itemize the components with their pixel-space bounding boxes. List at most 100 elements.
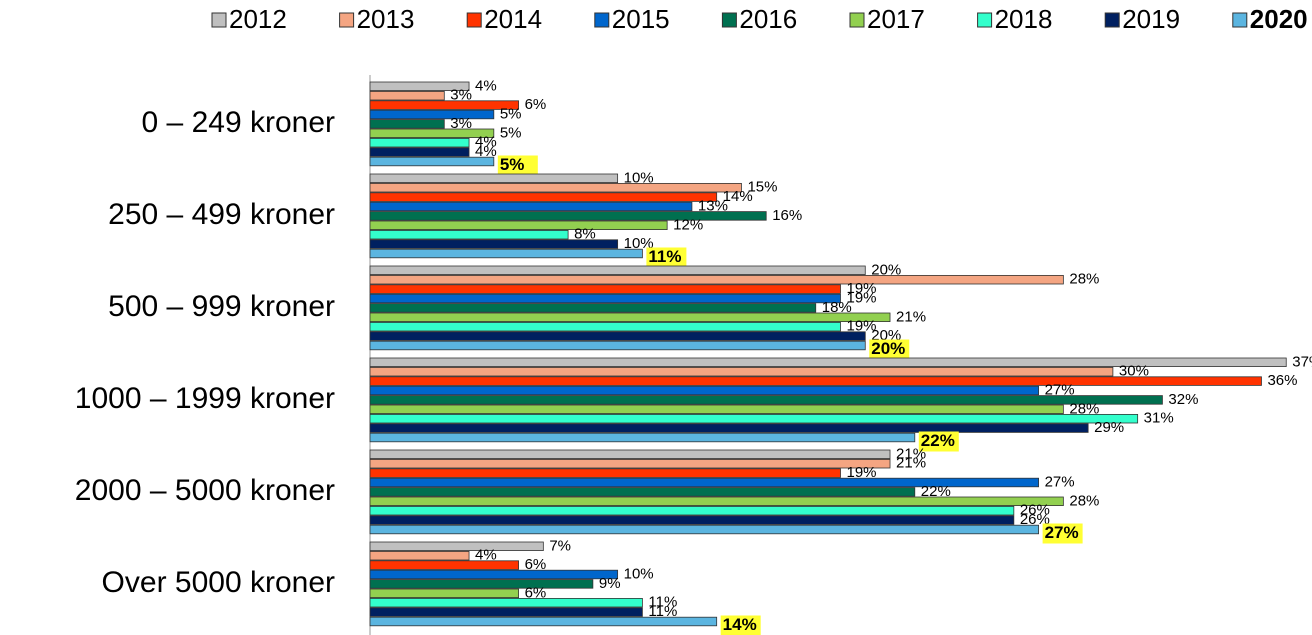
data-label: 10% xyxy=(624,565,654,582)
bar xyxy=(369,423,1089,433)
data-label: 27% xyxy=(1045,381,1075,398)
bar xyxy=(369,229,569,240)
data-label: 14% xyxy=(723,188,753,205)
bar xyxy=(369,524,1040,535)
bar xyxy=(369,560,519,570)
data-label: 22% xyxy=(921,483,951,500)
data-label: 9% xyxy=(599,575,621,592)
bar xyxy=(369,284,841,294)
legend-swatch xyxy=(339,12,355,28)
bar xyxy=(369,468,841,478)
data-label: 27% xyxy=(1045,473,1075,490)
legend-swatch xyxy=(721,12,737,28)
data-label: 32% xyxy=(1168,391,1198,408)
legend-swatch xyxy=(1104,12,1120,28)
bar xyxy=(369,173,619,184)
legend-label: 2016 xyxy=(739,4,797,34)
data-label: 11% xyxy=(648,247,681,266)
data-label: 4% xyxy=(475,143,497,160)
data-label: 18% xyxy=(822,299,852,316)
bar xyxy=(369,321,841,332)
bar xyxy=(369,100,519,110)
bar xyxy=(369,156,495,167)
data-label: 20% xyxy=(871,261,901,278)
data-label: 5% xyxy=(500,124,522,141)
data-label: 26% xyxy=(1020,511,1050,528)
data-label: 21% xyxy=(896,308,926,325)
category-label: Over 5000 kroner xyxy=(102,566,335,599)
bar xyxy=(369,274,1064,285)
bar xyxy=(369,404,1064,415)
data-label: 28% xyxy=(1069,271,1099,288)
label-highlight xyxy=(1042,523,1083,544)
bar xyxy=(369,366,1114,377)
legend-swatch xyxy=(594,12,610,28)
bar xyxy=(369,616,718,627)
bar xyxy=(369,192,718,202)
bar xyxy=(369,579,594,589)
legend-swatch xyxy=(977,12,993,28)
data-label: 21% xyxy=(896,455,926,472)
data-label: 20% xyxy=(871,339,905,358)
data-label: 10% xyxy=(624,169,654,186)
data-label: 4% xyxy=(475,77,497,94)
bar xyxy=(369,182,742,193)
legend-label: 2019 xyxy=(1122,4,1180,34)
bar xyxy=(369,607,643,617)
bar xyxy=(369,376,1262,386)
data-label: 19% xyxy=(847,289,877,306)
data-label: 6% xyxy=(525,556,547,573)
category-label: 250 – 499 kroner xyxy=(108,198,335,231)
data-label: 15% xyxy=(747,179,777,196)
data-label: 19% xyxy=(847,318,877,335)
data-label: 6% xyxy=(525,584,547,601)
label-highlight xyxy=(646,247,687,268)
data-label: 19% xyxy=(847,280,877,297)
data-label: 26% xyxy=(1020,502,1050,519)
legend-label: 2013 xyxy=(357,4,415,34)
data-label: 5% xyxy=(500,155,525,174)
bar xyxy=(369,340,866,351)
bar xyxy=(369,211,767,221)
bar xyxy=(369,432,916,443)
data-label: 21% xyxy=(896,445,926,462)
legend-swatch xyxy=(211,12,227,28)
bar xyxy=(369,458,891,469)
bar xyxy=(369,137,470,148)
category-label: 1000 – 1999 kroner xyxy=(75,382,335,415)
label-highlight xyxy=(869,339,910,360)
data-label: 30% xyxy=(1119,363,1149,380)
legend-label: 2015 xyxy=(612,4,670,34)
bar xyxy=(369,477,1040,488)
legend-label: 2020 xyxy=(1250,4,1308,34)
data-label: 13% xyxy=(698,197,728,214)
data-label: 5% xyxy=(500,105,522,122)
data-label: 4% xyxy=(475,134,497,151)
data-label: 19% xyxy=(847,464,877,481)
label-highlight xyxy=(720,615,761,635)
data-label: 37% xyxy=(1292,353,1312,370)
data-label: 29% xyxy=(1094,419,1124,436)
data-label: 12% xyxy=(673,216,703,233)
bar xyxy=(369,588,519,599)
legend-label: 2017 xyxy=(867,4,925,34)
bar xyxy=(369,449,891,460)
bar xyxy=(369,385,1040,396)
category-label: 2000 – 5000 kroner xyxy=(75,474,335,507)
label-highlight xyxy=(918,431,959,452)
category-label: 500 – 999 kroner xyxy=(108,290,335,323)
bar xyxy=(369,331,866,341)
bar xyxy=(369,128,495,139)
legend-label: 2012 xyxy=(229,4,287,34)
data-label: 28% xyxy=(1069,400,1099,417)
bar xyxy=(369,496,1064,507)
bar xyxy=(369,81,470,92)
bar xyxy=(369,109,495,120)
bar xyxy=(369,220,668,231)
data-label: 31% xyxy=(1144,410,1174,427)
bar xyxy=(369,239,619,249)
bar xyxy=(369,303,817,313)
bar xyxy=(369,119,445,129)
data-label: 11% xyxy=(648,603,677,620)
